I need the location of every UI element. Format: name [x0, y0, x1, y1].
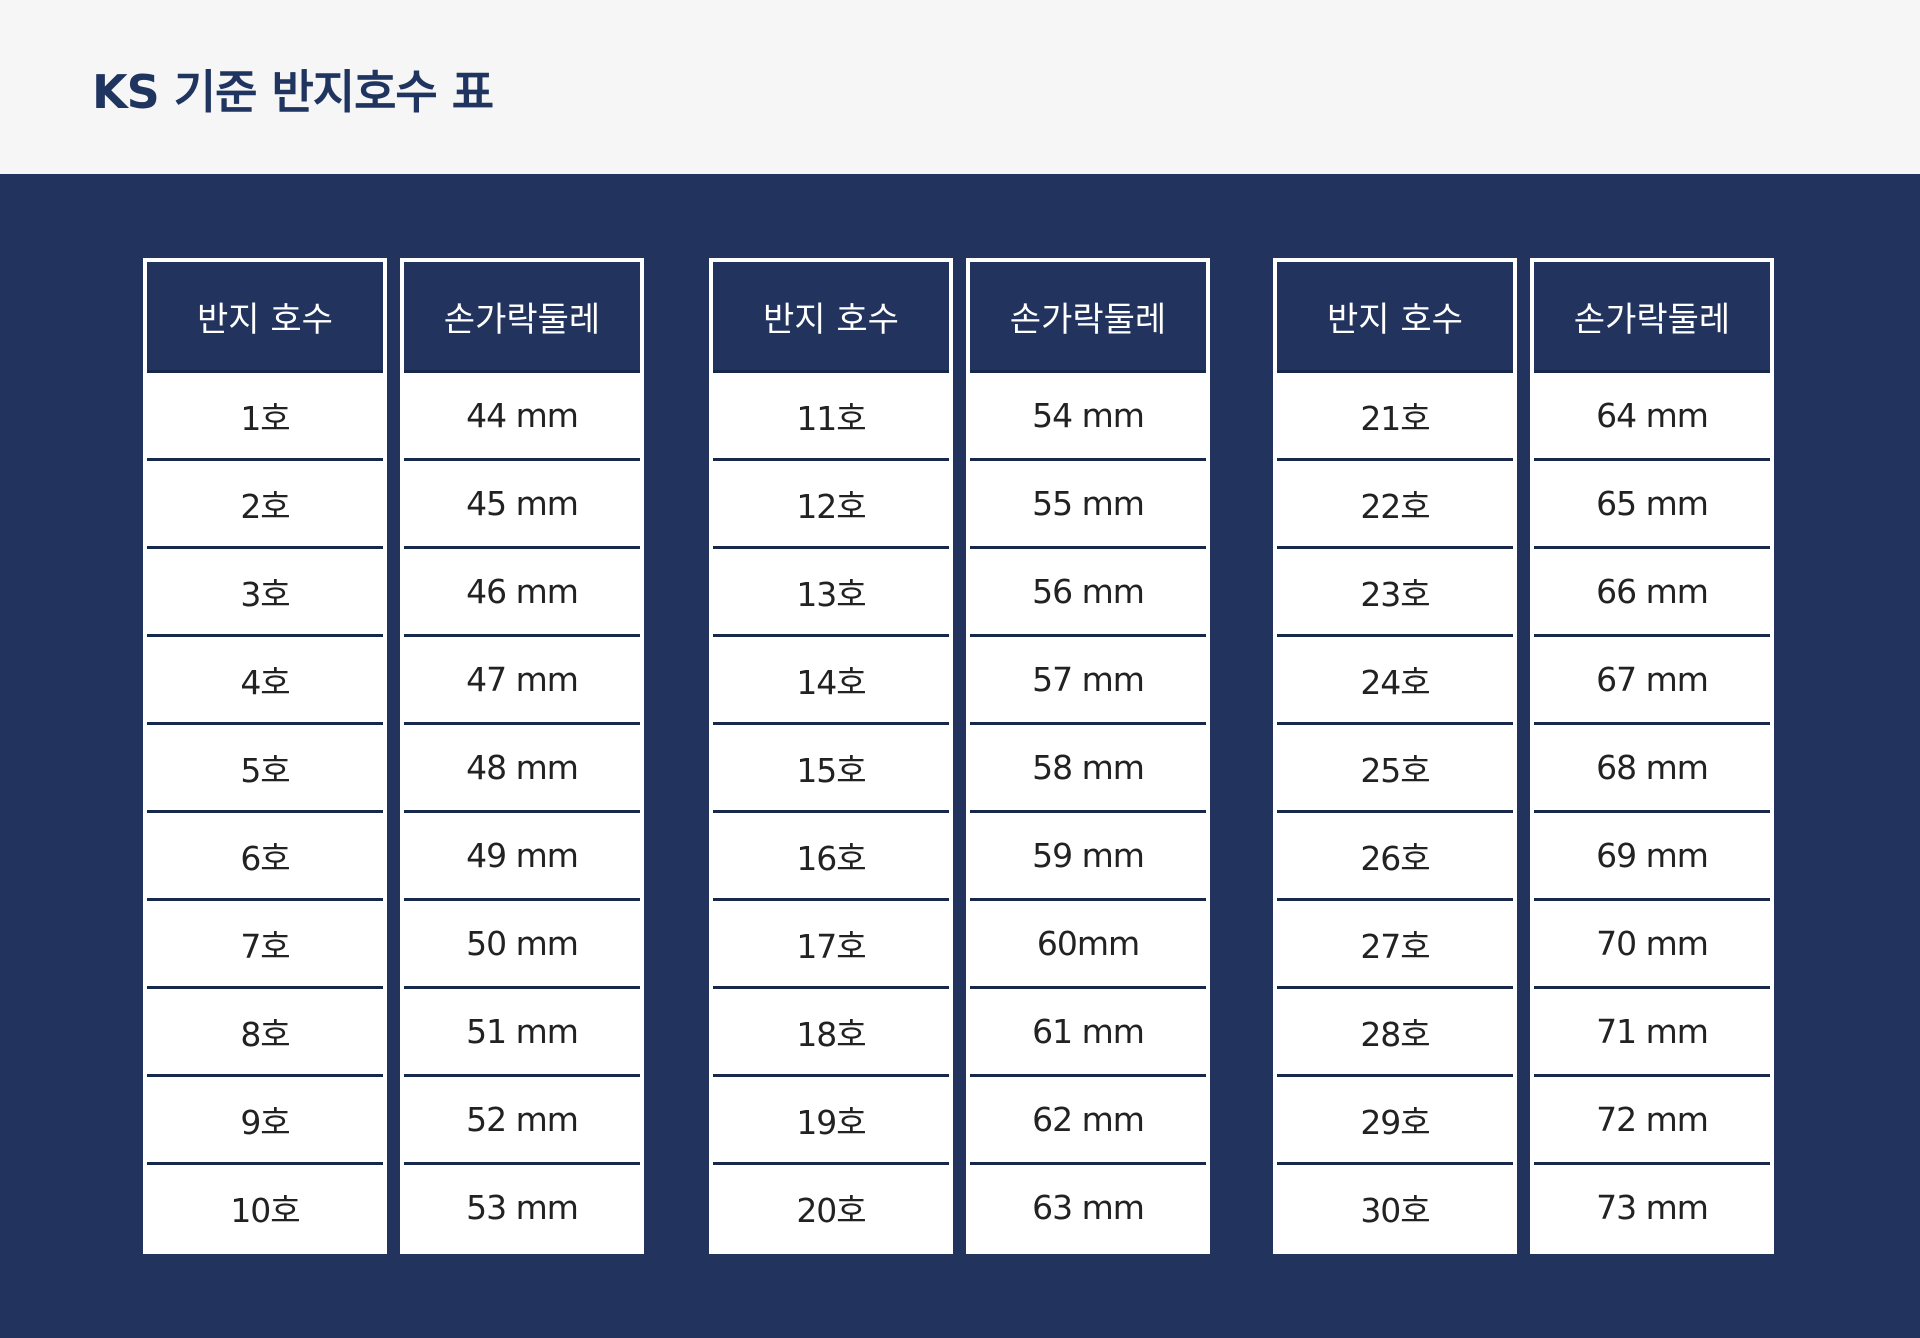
- table-cell: 9호: [147, 1074, 383, 1162]
- table-cell: 71 mm: [1534, 986, 1770, 1074]
- table-cell: 48 mm: [404, 722, 640, 810]
- table-cell: 8호: [147, 986, 383, 1074]
- table-cell: 69 mm: [1534, 810, 1770, 898]
- table-cell: 51 mm: [404, 986, 640, 1074]
- table-column: 손가락둘레 54 mm 55 mm 56 mm 57 mm 58 mm 59 mm 60mm 6…: [966, 258, 1210, 1254]
- table-cell: 46 mm: [404, 546, 640, 634]
- table-cell: 18호: [713, 986, 949, 1074]
- table-cell: 45 mm: [404, 458, 640, 546]
- table-cell: 66 mm: [1534, 546, 1770, 634]
- table-cell: 56 mm: [970, 546, 1206, 634]
- table-cell: 29호: [1277, 1074, 1513, 1162]
- table-cell: 53 mm: [404, 1162, 640, 1250]
- table-column: 손가락둘레 64 mm 65 mm 66 mm 67 mm 68 mm 69 mm 70 mm…: [1530, 258, 1774, 1254]
- title: KS 기준 반지호수 표: [92, 65, 494, 119]
- table-column: 손가락둘레 44 mm 45 mm 46 mm 47 mm 48 mm 49 mm 50 mm…: [400, 258, 644, 1254]
- table-cell: 5호: [147, 722, 383, 810]
- table-cell: 24호: [1277, 634, 1513, 722]
- table-cell: 68 mm: [1534, 722, 1770, 810]
- table-cell: 10호: [147, 1162, 383, 1250]
- table-cell: 70 mm: [1534, 898, 1770, 986]
- table-column: 반지 호수 1호 2호 3호 4호 5호 6호 7호 8호 9호 10호: [143, 258, 387, 1254]
- table-cell: 12호: [713, 458, 949, 546]
- table-cell: 22호: [1277, 458, 1513, 546]
- table-cell: 67 mm: [1534, 634, 1770, 722]
- table-cell: 11호: [713, 370, 949, 458]
- table-cell: 4호: [147, 634, 383, 722]
- table-cell: 55 mm: [970, 458, 1206, 546]
- table-cell: 13호: [713, 546, 949, 634]
- column-header: 반지 호수: [147, 262, 383, 370]
- table-cell: 58 mm: [970, 722, 1206, 810]
- table-cell: 19호: [713, 1074, 949, 1162]
- table-column: 반지 호수 11호 12호 13호 14호 15호 16호 17호 18호 19호 20호: [709, 258, 953, 1254]
- table-cell: 14호: [713, 634, 949, 722]
- table-cell: 21호: [1277, 370, 1513, 458]
- table-cell: 49 mm: [404, 810, 640, 898]
- table-column: 반지 호수 21호 22호 23호 24호 25호 26호 27호 28호 29호 30호: [1273, 258, 1517, 1254]
- column-header: 손가락둘레: [1534, 262, 1770, 370]
- header-band: KS 기준 반지호수 표: [0, 0, 1920, 174]
- table-cell: 2호: [147, 458, 383, 546]
- table-cell: 59 mm: [970, 810, 1206, 898]
- table-cell: 73 mm: [1534, 1162, 1770, 1250]
- column-header: 손가락둘레: [970, 262, 1206, 370]
- table-cell: 61 mm: [970, 986, 1206, 1074]
- table-cell: 26호: [1277, 810, 1513, 898]
- table-cell: 28호: [1277, 986, 1513, 1074]
- table-cell: 6호: [147, 810, 383, 898]
- table-cell: 50 mm: [404, 898, 640, 986]
- table-cell: 7호: [147, 898, 383, 986]
- table-cell: 20호: [713, 1162, 949, 1250]
- table-cell: 62 mm: [970, 1074, 1206, 1162]
- table-cell: 16호: [713, 810, 949, 898]
- table-cell: 25호: [1277, 722, 1513, 810]
- table-cell: 44 mm: [404, 370, 640, 458]
- table-cell: 60mm: [970, 898, 1206, 986]
- table-cell: 52 mm: [404, 1074, 640, 1162]
- table-cell: 47 mm: [404, 634, 640, 722]
- table-cell: 64 mm: [1534, 370, 1770, 458]
- table-cell: 3호: [147, 546, 383, 634]
- table-cell: 23호: [1277, 546, 1513, 634]
- table-cell: 63 mm: [970, 1162, 1206, 1250]
- table-cell: 1호: [147, 370, 383, 458]
- table-cell: 65 mm: [1534, 458, 1770, 546]
- table-cell: 57 mm: [970, 634, 1206, 722]
- column-header: 손가락둘레: [404, 262, 640, 370]
- table-cell: 72 mm: [1534, 1074, 1770, 1162]
- table-cell: 30호: [1277, 1162, 1513, 1250]
- column-header: 반지 호수: [713, 262, 949, 370]
- column-header: 반지 호수: [1277, 262, 1513, 370]
- table-cell: 15호: [713, 722, 949, 810]
- table-cell: 27호: [1277, 898, 1513, 986]
- table-cell: 17호: [713, 898, 949, 986]
- table-cell: 54 mm: [970, 370, 1206, 458]
